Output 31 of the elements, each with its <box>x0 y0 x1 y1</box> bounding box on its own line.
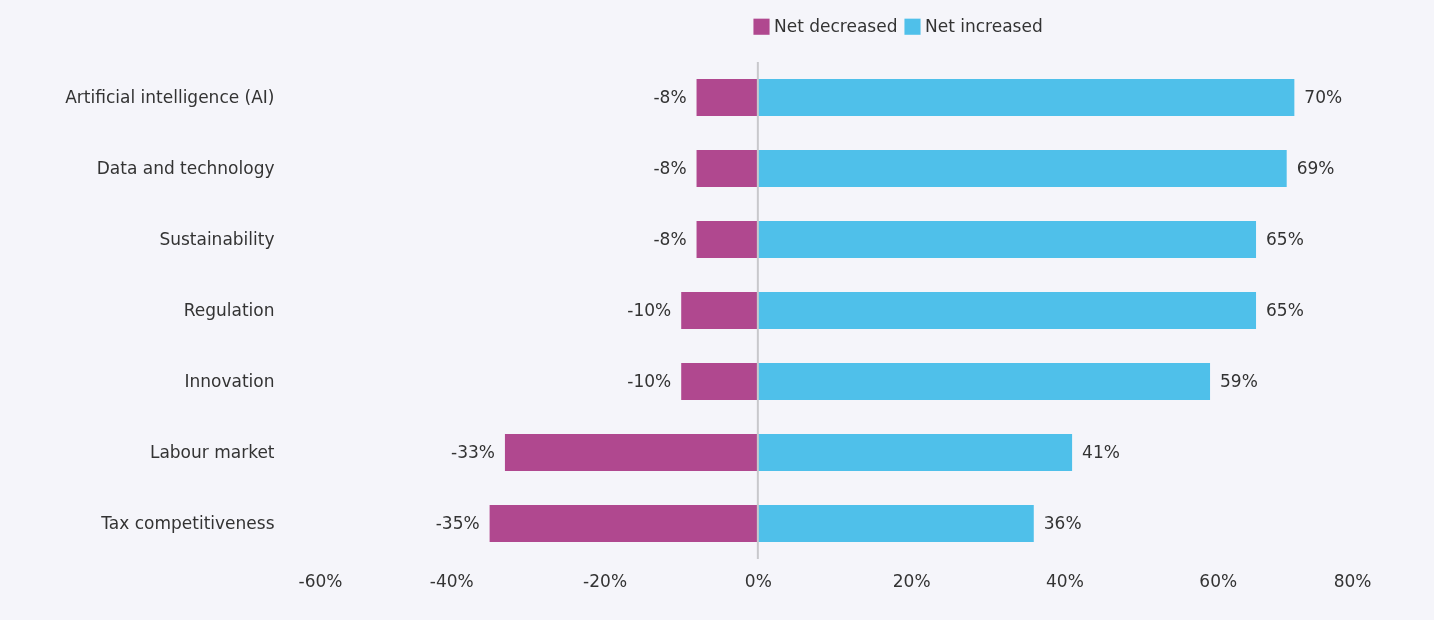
x-tick-label: 80% <box>1333 570 1372 591</box>
data-label: -8% <box>653 157 687 178</box>
y-tick-label: Tax competitiveness <box>100 512 275 533</box>
y-tick-label: Artificial intelligence (AI) <box>65 86 275 107</box>
x-tick-label: -60% <box>298 570 343 591</box>
y-tick-label: Sustainability <box>159 228 275 249</box>
x-tick-label: 60% <box>1199 570 1238 591</box>
data-label: -33% <box>451 441 495 462</box>
data-label: 41% <box>1082 441 1120 462</box>
legend-label: Net decreased <box>774 15 898 36</box>
y-tick-label: Data and technology <box>96 157 275 178</box>
data-label: -10% <box>627 299 672 320</box>
y-tick-label: Regulation <box>183 299 275 320</box>
legend-label: Net increased <box>925 15 1043 36</box>
data-label: -10% <box>627 370 672 391</box>
y-tick-label: Innovation <box>184 370 275 391</box>
x-tick-label: -40% <box>429 570 474 591</box>
data-label: -35% <box>435 512 480 533</box>
data-label: 36% <box>1043 512 1082 533</box>
data-label: 70% <box>1304 86 1343 107</box>
data-label: -8% <box>653 228 687 249</box>
x-tick-label: 0% <box>744 570 772 591</box>
data-label: 69% <box>1296 157 1335 178</box>
x-tick-label: 40% <box>1046 570 1084 591</box>
data-label: 65% <box>1266 299 1304 320</box>
x-tick-label: -20% <box>583 570 628 591</box>
data-label: 65% <box>1266 228 1304 249</box>
data-label: -8% <box>653 86 687 107</box>
x-tick-label: 20% <box>892 570 931 591</box>
y-tick-label: Labour market <box>149 441 275 462</box>
data-label: 59% <box>1220 370 1258 391</box>
